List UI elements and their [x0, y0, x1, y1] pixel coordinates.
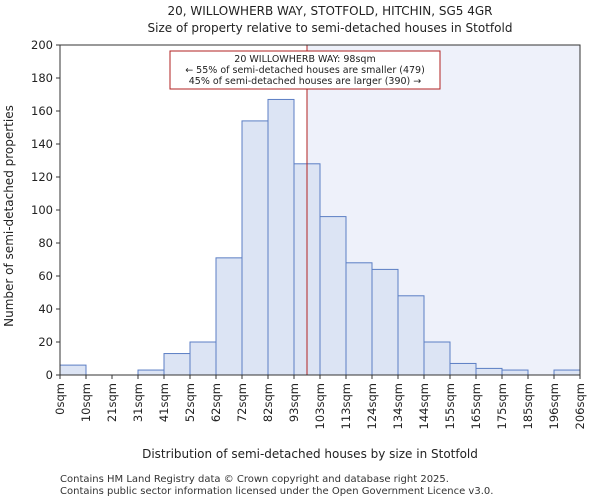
bar-113sqm — [345, 262, 373, 376]
x-tick-label: 196sqm — [547, 383, 561, 429]
x-tick-label: 165sqm — [469, 383, 483, 429]
y-tick-label: 180 — [31, 71, 53, 85]
x-tick-label: 93sqm — [287, 383, 301, 422]
y-tick-label: 0 — [46, 368, 53, 382]
y-tick-label: 20 — [38, 335, 53, 349]
bar-196sqm — [553, 369, 581, 376]
y-tick-label: 40 — [38, 302, 53, 316]
y-tick-label: 100 — [31, 203, 53, 217]
x-tick-label: 103sqm — [313, 383, 327, 429]
x-tick-label: 0sqm — [53, 383, 67, 415]
y-axis-label: Number of semi-detached properties — [2, 105, 16, 327]
bar-62sqm — [215, 257, 243, 376]
bar-82sqm — [267, 98, 295, 376]
x-tick-label: 113sqm — [339, 383, 353, 429]
bar-103sqm — [319, 216, 347, 376]
bar-144sqm — [423, 341, 451, 376]
x-tick-label: 185sqm — [521, 383, 535, 429]
x-tick-label: 72sqm — [235, 383, 249, 422]
bar-72sqm — [241, 120, 269, 376]
x-tick-label: 134sqm — [391, 383, 405, 429]
x-tick-label: 206sqm — [573, 383, 587, 429]
bar-134sqm — [397, 295, 425, 376]
bar-165sqm — [475, 367, 503, 376]
x-axis-label: Distribution of semi-detached houses by … — [142, 447, 478, 461]
bar-155sqm — [449, 362, 477, 376]
annotation-line-1: 20 WILLOWHERB WAY: 98sqm — [234, 54, 375, 65]
y-tick-label: 200 — [31, 38, 53, 52]
bar-52sqm — [189, 341, 217, 376]
annotation-line-2: ← 55% of semi-detached houses are smalle… — [185, 65, 425, 76]
chart-title: 20, WILLOWHERB WAY, STOTFOLD, HITCHIN, S… — [168, 4, 493, 18]
x-tick-label: 31sqm — [131, 383, 145, 422]
annotation-line-3: 45% of semi-detached houses are larger (… — [189, 76, 422, 87]
x-tick-label: 82sqm — [261, 383, 275, 422]
x-tick-label: 41sqm — [157, 383, 171, 422]
bar-41sqm — [163, 353, 191, 376]
footer-copyright: Contains HM Land Registry data © Crown c… — [60, 474, 449, 485]
chart-subtitle: Size of property relative to semi-detach… — [148, 21, 513, 35]
x-tick-label: 62sqm — [209, 383, 223, 422]
x-tick-label: 124sqm — [365, 383, 379, 429]
y-tick-label: 160 — [31, 104, 53, 118]
y-tick-label: 80 — [38, 236, 53, 250]
x-tick-label: 175sqm — [495, 383, 509, 429]
bar-0sqm — [59, 364, 87, 376]
bar-175sqm — [501, 369, 529, 376]
y-tick-label: 140 — [31, 137, 53, 151]
bars-group — [59, 98, 581, 376]
x-tick-label: 52sqm — [183, 383, 197, 422]
footer-licence: Contains public sector information licen… — [60, 486, 493, 497]
y-tick-label: 60 — [38, 269, 53, 283]
x-tick-label: 21sqm — [105, 383, 119, 422]
annotation-box: 20 WILLOWHERB WAY: 98sqm ← 55% of semi-d… — [169, 50, 441, 90]
x-axis-ticks: 0sqm 10sqm 21sqm 31sqm 41sqm 52sqm 62sqm 72sqm 8… — [53, 375, 587, 429]
y-axis-ticks: 0 20 40 60 80 100 120 140 160 180 200 — [31, 38, 60, 382]
x-tick-label: 10sqm — [79, 383, 93, 422]
y-tick-label: 120 — [31, 170, 53, 184]
bar-31sqm — [137, 369, 165, 376]
x-tick-label: 144sqm — [417, 383, 431, 429]
x-tick-label: 155sqm — [443, 383, 457, 429]
bar-124sqm — [371, 268, 399, 376]
